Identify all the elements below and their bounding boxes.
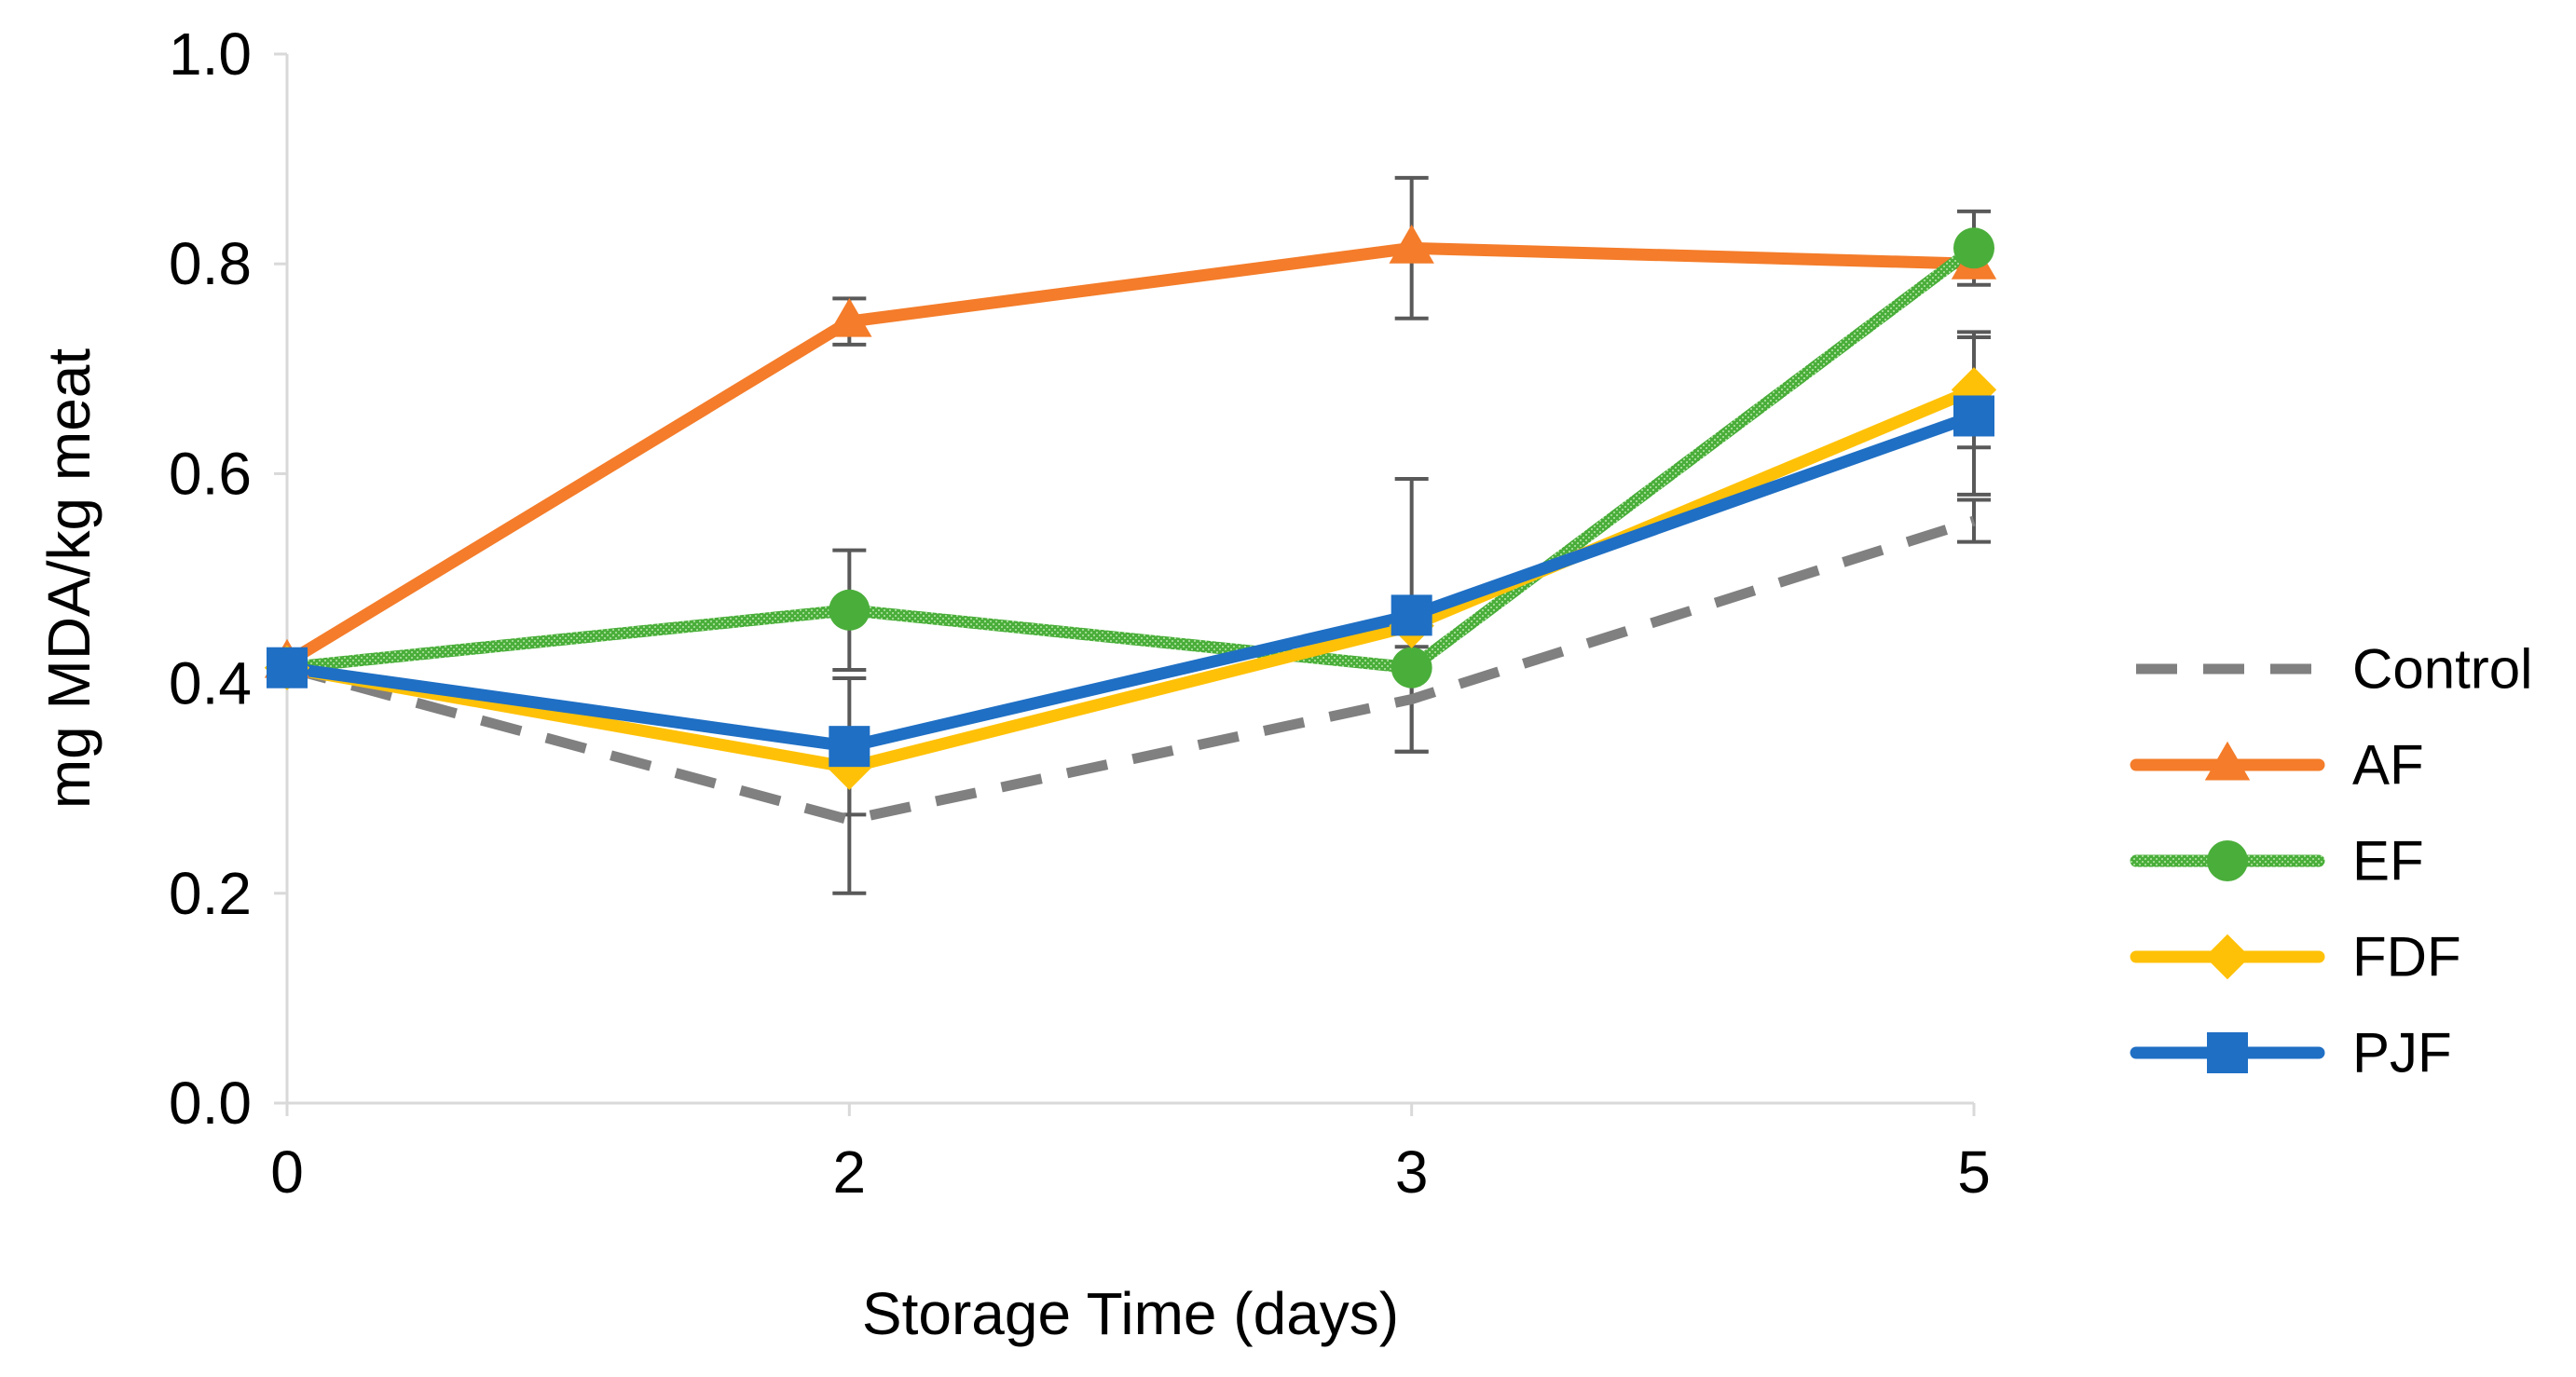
y-tick-label: 0.8 [169, 230, 252, 297]
diamond-marker [2204, 934, 2251, 980]
y-tick-label: 0.4 [169, 650, 252, 717]
legend-item-af: AF [2130, 734, 2424, 797]
x-tick-label: 0 [270, 1138, 304, 1206]
x-axis-title: Storage Time (days) [862, 1280, 1399, 1347]
y-tick-label: 0.0 [169, 1070, 252, 1137]
circle-marker [1391, 647, 1432, 688]
legend-label: Control [2352, 638, 2532, 701]
series-line-control [285, 515, 1976, 825]
y-axis-title: mg MDA/kg meat [35, 348, 103, 810]
legend-item-control: Control [2136, 638, 2532, 701]
legend-label: FDF [2352, 926, 2461, 988]
square-marker [1391, 594, 1432, 636]
legend-label: EF [2352, 830, 2424, 893]
series-line-ef [281, 241, 1980, 675]
triangle-marker [1389, 225, 1434, 264]
y-tick-label: 1.0 [169, 20, 252, 88]
series-line-fdf [281, 383, 1980, 774]
circle-marker [829, 589, 870, 631]
legend-item-pjf: PJF [2130, 1022, 2452, 1084]
legend: Control AF EF FDF PJF [2130, 638, 2532, 1084]
x-tick-label: 5 [1957, 1138, 1991, 1206]
legend-item-fdf: FDF [2130, 926, 2461, 988]
series-line-af [281, 241, 1980, 669]
axes: 0.0 0.2 0.4 0.6 0.8 1.0 0 2 3 5 Storage Time (days… [35, 20, 1991, 1347]
series-line-pjf [281, 409, 1980, 753]
diamond-marker [1951, 367, 1997, 413]
diamond-marker [827, 744, 872, 790]
triangle-marker [827, 297, 872, 337]
square-marker [2207, 1032, 2248, 1073]
legend-label: PJF [2352, 1022, 2452, 1084]
x-tick-label: 2 [833, 1138, 867, 1206]
series-markers [264, 225, 1997, 790]
x-tick-label: 3 [1395, 1138, 1429, 1206]
y-tick-label: 0.2 [169, 860, 252, 927]
series-lines [281, 241, 1980, 825]
circle-marker [1953, 227, 1994, 269]
square-marker [1953, 395, 1994, 437]
triangle-marker [2204, 741, 2251, 781]
square-marker [267, 647, 308, 688]
square-marker [829, 726, 870, 768]
legend-label: AF [2352, 734, 2424, 797]
legend-item-ef: EF [2130, 830, 2424, 893]
circle-marker [2207, 840, 2248, 881]
y-tick-label: 0.6 [169, 440, 252, 507]
